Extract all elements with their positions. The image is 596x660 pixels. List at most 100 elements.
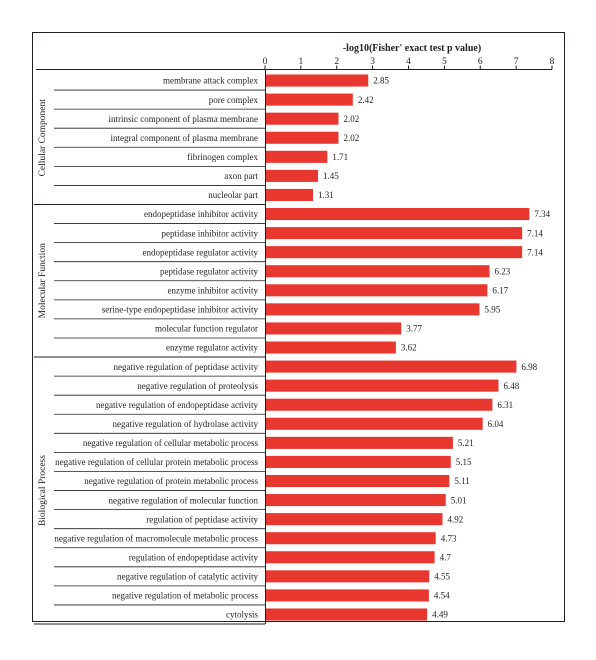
value-label: 5.15 [456,457,472,467]
x-tick-label: 7 [514,57,519,67]
bar [266,551,435,564]
category-label: fibrinogen complex [187,152,258,162]
value-label: 1.71 [332,152,348,162]
x-tick-label: 2 [334,57,339,67]
bar [266,188,313,201]
category-label: negative regulation of metabolic process [112,591,258,601]
x-tick-label: 3 [370,57,375,67]
bar [266,494,446,507]
value-label: 6.98 [521,362,537,372]
x-tick-label: 4 [406,57,411,67]
x-tick-label: 0 [263,57,268,67]
value-label: 2.02 [343,133,359,143]
category-label: negative regulation of cellular protein … [55,457,258,467]
bar [266,474,450,488]
axis-layer: 0 1 2 3 4 5 6 7 8 [36,57,555,625]
category-label: intrinsic component of plasma membrane [109,114,258,124]
category-label: nucleolar part [208,190,258,200]
category-label: negative regulation of protein metabolic… [84,476,258,486]
value-label: 3.62 [401,343,417,353]
value-label: 1.31 [318,190,334,200]
value-label: 1.45 [323,171,339,181]
group-label: Biological Process [38,455,48,526]
category-label: negative regulation of endopeptidase act… [96,400,258,410]
value-label: 5.01 [451,495,467,505]
bar [266,589,429,602]
bar [266,436,453,449]
value-label: 3.77 [406,324,422,334]
value-label: 2.85 [373,76,389,86]
bar [266,608,428,621]
value-label: 6.48 [503,381,519,391]
x-tick-label: 6 [478,57,483,67]
category-label: regulation of peptidase activity [146,514,258,524]
value-label: 6.17 [492,286,508,296]
group-label: Cellular Component [38,99,48,177]
value-label: 5.11 [454,476,469,486]
bar [266,169,319,182]
x-tick-label: 1 [299,57,304,67]
value-label: 6.23 [495,266,511,276]
category-label: negative regulation of cellular metaboli… [83,438,259,448]
bar [266,246,523,259]
value-label: 4.55 [434,572,450,582]
bar [266,131,339,144]
value-label: 5.21 [458,438,474,448]
category-label: enzyme regulator activity [166,343,258,353]
value-label: 6.31 [497,400,513,410]
category-label: peptidase inhibitor activity [162,228,259,238]
category-label: membrane attack complex [163,76,258,86]
category-label: negative regulation of molecular functio… [109,495,259,505]
bar [266,398,493,411]
category-label: negative regulation of catalytic activit… [117,572,258,582]
bar [266,227,523,240]
bar-layer: membrane attack complex 2.85 pore complex 2… [54,74,551,621]
bar [266,303,480,316]
x-tick-label: 5 [442,57,447,67]
value-label: 6.04 [488,419,504,429]
bar [266,379,499,392]
x-axis-title: -log10(Fisher' exact test p value) [343,43,481,54]
value-label: 4.92 [448,514,464,524]
category-label: integral component of plasma membrane [111,133,258,143]
bar [266,207,530,221]
value-label: 4.73 [441,533,457,543]
bar [266,74,369,87]
group-layer: Cellular Component Molecular Function Biol… [34,89,265,625]
bar [266,455,451,468]
x-tick-label: 8 [550,57,555,67]
value-label: 4.7 [440,552,452,562]
group-label: Molecular Function [38,243,48,318]
value-label: 2.02 [343,114,359,124]
bar [266,570,430,583]
value-label: 4.49 [432,610,448,620]
figure-border [32,32,565,622]
category-label: negative regulation of macromolecule met… [54,533,258,543]
category-label: regulation of endopeptidase activity [129,552,259,562]
bar [266,112,339,125]
value-label: 2.42 [358,95,374,105]
value-label: 7.14 [527,247,543,257]
value-label: 4.54 [434,591,450,601]
category-label: endopeptidase inhibitor activity [144,209,258,219]
category-label: enzyme inhibitor activity [168,286,259,296]
bar [266,360,517,373]
bar [266,150,328,163]
category-label: pore complex [209,95,259,105]
bar [266,284,488,297]
category-label: endopeptidase regulator activity [143,247,259,257]
bar [266,532,436,545]
category-label: axon part [224,171,258,181]
value-label: 7.34 [534,209,550,219]
category-label: negative regulation of hydrolase activit… [113,419,259,429]
category-label: peptidase regulator activity [160,266,258,276]
bar [266,417,483,430]
value-label: 5.95 [484,305,500,315]
bar [266,265,490,278]
bar [266,341,396,354]
bar [266,93,353,106]
category-label: negative regulation of proteolysis [137,381,258,391]
bar [266,513,443,526]
